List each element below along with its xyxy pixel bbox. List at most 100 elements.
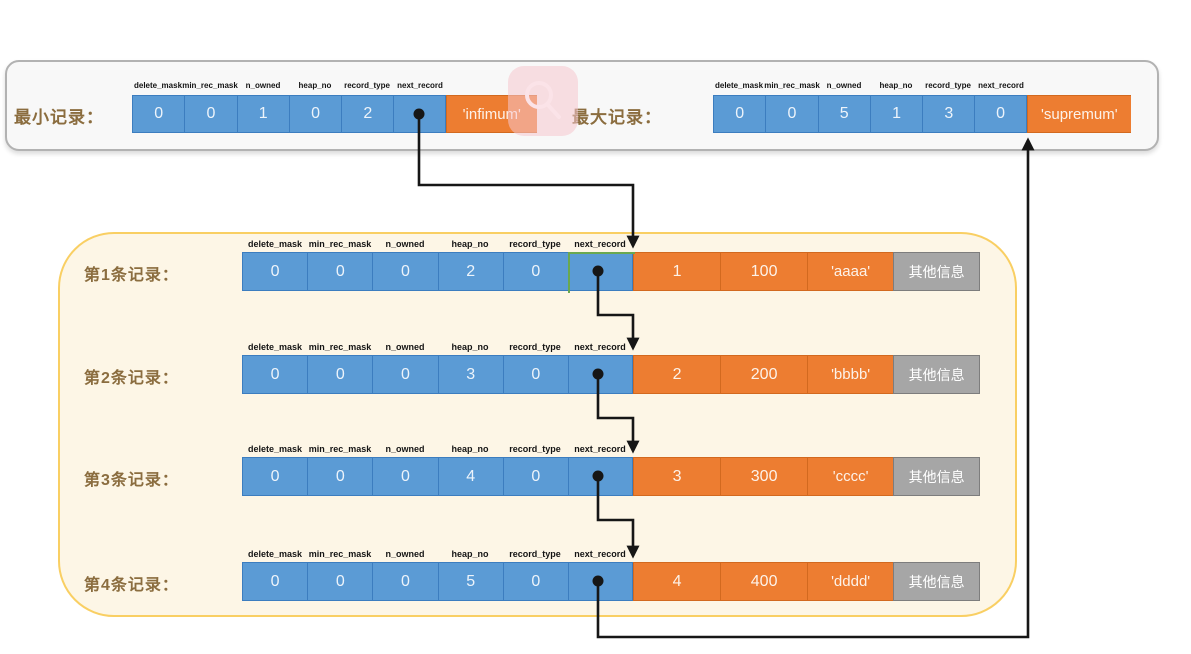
cell-heap-no: 3 — [437, 355, 503, 394]
data-cell-3: 'aaaa' — [807, 252, 894, 291]
field-label-heap-no: heap_no — [451, 549, 489, 559]
cell-next-record — [567, 252, 634, 291]
field-label-n-owned: n_owned — [385, 444, 425, 454]
field-label-n-owned: n_owned — [385, 342, 425, 352]
cell-record-type: 0 — [502, 252, 568, 291]
field-label-heap-no: heap_no — [451, 342, 489, 352]
cell-delete-mask: 0 — [242, 562, 308, 601]
field-label-delete-mask: delete_mask — [133, 81, 183, 90]
data-cell-2: 200 — [720, 355, 808, 394]
record-row: 0 0 0 2 0 1 100 'aaaa' 其他信息 — [242, 252, 981, 291]
data-cell-1: 4 — [633, 562, 721, 601]
cell-next-record — [567, 457, 634, 496]
cell-min-rec-mask: 0 — [307, 562, 373, 601]
cell-other-info: 其他信息 — [893, 457, 981, 496]
field-label-delete-mask: delete_mask — [714, 81, 764, 90]
field-label-min-rec-mask: min_rec_mask — [308, 239, 372, 249]
cell-other-info: 其他信息 — [893, 562, 981, 601]
cell-record-name: 'supremum' — [1026, 95, 1131, 133]
cell-delete-mask: 0 — [713, 95, 766, 133]
cell-next-record — [567, 562, 634, 601]
cell-heap-no: 5 — [437, 562, 503, 601]
field-label-heap-no: heap_no — [298, 81, 332, 90]
cell-record-type: 0 — [502, 457, 568, 496]
data-cell-2: 300 — [720, 457, 808, 496]
cell-heap-no: 2 — [437, 252, 503, 291]
field-label-n-owned: n_owned — [385, 239, 425, 249]
field-label-min-rec-mask: min_rec_mask — [182, 81, 238, 90]
cell-delete-mask: 0 — [242, 355, 308, 394]
data-cell-3: 'cccc' — [807, 457, 894, 496]
data-cell-2: 400 — [720, 562, 808, 601]
record-label: 第4条记录： — [84, 577, 179, 594]
cell-n-owned: 5 — [817, 95, 870, 133]
max-record-row: 0 0 5 1 3 0 'supremum' — [713, 95, 1131, 133]
field-label-heap-no: heap_no — [451, 239, 489, 249]
cell-record-type: 3 — [922, 95, 975, 133]
record-label: 第1条记录： — [84, 267, 179, 284]
min-record-label: 最小记录： — [14, 108, 104, 127]
magnifier-glyph — [525, 81, 561, 119]
cell-next-record: 0 — [974, 95, 1027, 133]
cell-n-owned: 0 — [372, 562, 438, 601]
cell-min-rec-mask: 0 — [765, 95, 818, 133]
data-cell-1: 2 — [633, 355, 721, 394]
field-label-delete-mask: delete_mask — [247, 342, 303, 352]
min-record-row: 0 0 1 0 2 'infimum' — [132, 95, 537, 133]
field-label-delete-mask: delete_mask — [247, 239, 303, 249]
cell-other-info: 其他信息 — [893, 355, 981, 394]
field-label-record-type: record_type — [509, 239, 561, 249]
data-cell-3: 'bbbb' — [807, 355, 894, 394]
cell-record-type: 2 — [341, 95, 394, 133]
cell-min-rec-mask: 0 — [184, 95, 237, 133]
field-label-record-type: record_type — [344, 81, 390, 90]
field-label-heap-no: heap_no — [451, 444, 489, 454]
record-row: 0 0 0 4 0 3 300 'cccc' 其他信息 — [242, 457, 981, 496]
field-label-record-type: record_type — [509, 549, 561, 559]
cell-heap-no: 1 — [869, 95, 923, 133]
field-label-heap-no: heap_no — [879, 81, 913, 90]
record-row: 0 0 0 3 0 2 200 'bbbb' 其他信息 — [242, 355, 981, 394]
field-label-min-rec-mask: min_rec_mask — [764, 81, 820, 90]
max-record-label: 最大记录： — [572, 108, 662, 127]
cell-heap-no: 0 — [288, 95, 342, 133]
field-label-min-rec-mask: min_rec_mask — [308, 444, 372, 454]
field-label-next-record: next_record — [574, 239, 626, 249]
record-label: 第3条记录： — [84, 472, 179, 489]
data-cell-1: 1 — [633, 252, 721, 291]
cell-min-rec-mask: 0 — [307, 457, 373, 496]
record-label: 第2条记录： — [84, 370, 179, 387]
search-icon[interactable] — [508, 66, 578, 136]
cell-min-rec-mask: 0 — [307, 252, 373, 291]
field-label-delete-mask: delete_mask — [247, 549, 303, 559]
data-cell-3: 'dddd' — [807, 562, 894, 601]
data-cell-2: 100 — [720, 252, 808, 291]
field-label-next-record: next_record — [574, 342, 626, 352]
cell-delete-mask: 0 — [242, 252, 308, 291]
cell-other-info: 其他信息 — [893, 252, 981, 291]
cell-n-owned: 0 — [372, 355, 438, 394]
field-label-record-type: record_type — [925, 81, 971, 90]
cell-min-rec-mask: 0 — [307, 355, 373, 394]
field-label-min-rec-mask: min_rec_mask — [308, 342, 372, 352]
field-label-n-owned: n_owned — [385, 549, 425, 559]
field-label-next-record: next_record — [978, 81, 1024, 90]
cell-heap-no: 4 — [437, 457, 503, 496]
cell-n-owned: 0 — [372, 252, 438, 291]
cell-next-record — [567, 355, 634, 394]
field-label-delete-mask: delete_mask — [247, 444, 303, 454]
field-label-next-record: next_record — [574, 444, 626, 454]
data-cell-1: 3 — [633, 457, 721, 496]
field-label-n-owned: n_owned — [245, 81, 281, 90]
field-label-record-type: record_type — [509, 342, 561, 352]
field-label-min-rec-mask: min_rec_mask — [308, 549, 372, 559]
cell-record-type: 0 — [502, 355, 568, 394]
cell-n-owned: 1 — [236, 95, 289, 133]
cell-record-type: 0 — [502, 562, 568, 601]
cell-delete-mask: 0 — [242, 457, 308, 496]
field-label-n-owned: n_owned — [826, 81, 862, 90]
cell-delete-mask: 0 — [132, 95, 185, 133]
field-label-record-type: record_type — [509, 444, 561, 454]
field-label-next-record: next_record — [397, 81, 443, 90]
